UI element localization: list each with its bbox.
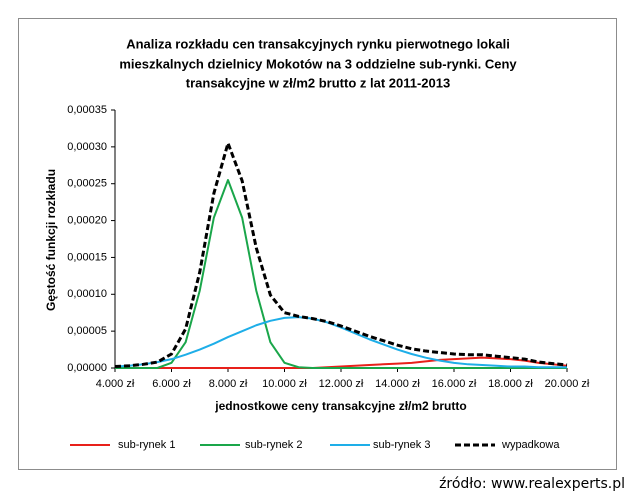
y-tick-label: 0,00035 — [67, 104, 107, 116]
x-axis-title: jednostkowe ceny transakcyjne zł/m2 brut… — [214, 399, 466, 413]
y-tick-label: 0,00005 — [67, 325, 107, 337]
series-line — [115, 356, 568, 369]
x-tick-label: 16.000 zł — [432, 378, 477, 390]
y-axis-title: Gęstość funkcji rozkładu — [44, 169, 58, 311]
legend-label: wypadkowa — [501, 439, 560, 451]
x-tick-label: 10.000 zł — [262, 378, 307, 390]
chart-title: transakcyjne w zł/m2 brutto z lat 2011-2… — [186, 75, 450, 90]
x-tick-label: 20.000 zł — [545, 378, 590, 390]
legend-label: sub-rynek 1 — [118, 439, 175, 451]
legend-label: sub-rynek 3 — [373, 439, 430, 451]
chart-title: mieszkalnych dzielnicy Mokotów na 3 oddz… — [119, 56, 517, 71]
y-tick-label: 0,00030 — [67, 141, 107, 153]
y-tick-label: 0,00000 — [67, 362, 107, 374]
y-tick-label: 0,00010 — [67, 288, 107, 300]
x-tick-label: 8.000 zł — [209, 378, 248, 390]
x-tick-label: 4.000 zł — [96, 378, 135, 390]
y-tick-label: 0,00015 — [67, 251, 107, 263]
x-tick-label: 14.000 zł — [375, 378, 420, 390]
chart-title: Analiza rozkładu cen transakcyjnych rynk… — [126, 36, 510, 51]
chart-frame — [18, 18, 617, 470]
x-tick-label: 6.000 zł — [152, 378, 191, 390]
series-line — [114, 141, 568, 369]
x-tick-label: 12.000 zł — [319, 378, 364, 390]
legend-label: sub-rynek 2 — [245, 439, 302, 451]
source: źródło: www.realexperts.pl — [439, 476, 625, 492]
y-tick-label: 0,00025 — [67, 178, 107, 190]
series-line — [115, 179, 567, 369]
x-tick-label: 18.000 zł — [488, 378, 533, 390]
y-tick-label: 0,00020 — [67, 214, 107, 226]
